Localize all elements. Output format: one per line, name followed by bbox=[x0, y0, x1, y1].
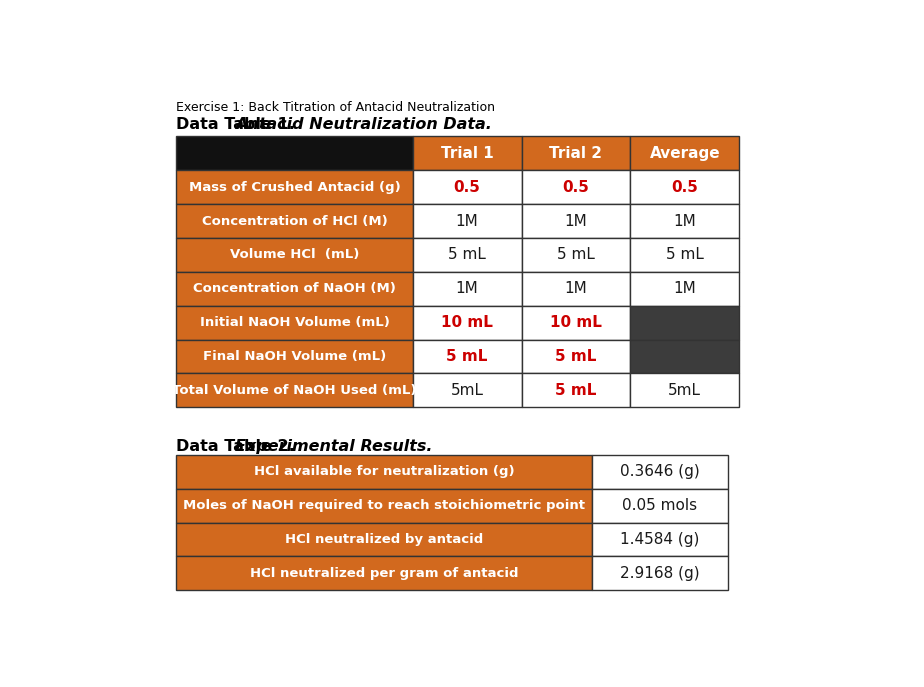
Text: 1M: 1M bbox=[565, 214, 588, 229]
Text: Final NaOH Volume (mL): Final NaOH Volume (mL) bbox=[203, 350, 386, 363]
Text: Concentration of NaOH (M): Concentration of NaOH (M) bbox=[193, 282, 396, 295]
FancyBboxPatch shape bbox=[521, 170, 630, 204]
Text: 5 mL: 5 mL bbox=[555, 349, 597, 364]
FancyBboxPatch shape bbox=[176, 374, 413, 407]
Text: 2.9168 (g): 2.9168 (g) bbox=[620, 566, 699, 581]
Text: Data Table 1.: Data Table 1. bbox=[176, 117, 295, 132]
FancyBboxPatch shape bbox=[521, 238, 630, 272]
FancyBboxPatch shape bbox=[176, 204, 413, 238]
Text: 1M: 1M bbox=[565, 281, 588, 296]
Text: Moles of NaOH required to reach stoichiometric point: Moles of NaOH required to reach stoichio… bbox=[183, 499, 585, 512]
Text: 10 mL: 10 mL bbox=[441, 315, 493, 330]
FancyBboxPatch shape bbox=[630, 272, 739, 306]
FancyBboxPatch shape bbox=[413, 272, 521, 306]
Text: HCl available for neutralization (g): HCl available for neutralization (g) bbox=[254, 465, 515, 478]
FancyBboxPatch shape bbox=[591, 488, 728, 523]
FancyBboxPatch shape bbox=[413, 306, 521, 339]
Text: Volume HCl  (mL): Volume HCl (mL) bbox=[230, 249, 359, 261]
Text: 5mL: 5mL bbox=[451, 383, 483, 398]
Text: Average: Average bbox=[650, 146, 720, 161]
FancyBboxPatch shape bbox=[176, 306, 413, 339]
Text: 1M: 1M bbox=[456, 281, 479, 296]
FancyBboxPatch shape bbox=[176, 238, 413, 272]
Text: 5 mL: 5 mL bbox=[557, 247, 595, 262]
FancyBboxPatch shape bbox=[521, 272, 630, 306]
Text: 10 mL: 10 mL bbox=[550, 315, 602, 330]
FancyBboxPatch shape bbox=[630, 374, 739, 407]
FancyBboxPatch shape bbox=[413, 374, 521, 407]
Text: Exercise 1: Back Titration of Antacid Neutralization: Exercise 1: Back Titration of Antacid Ne… bbox=[176, 101, 495, 114]
Text: Data Table 2.: Data Table 2. bbox=[176, 439, 295, 454]
Text: 0.3646 (g): 0.3646 (g) bbox=[620, 464, 699, 480]
FancyBboxPatch shape bbox=[521, 204, 630, 238]
FancyBboxPatch shape bbox=[413, 238, 521, 272]
Text: Concentration of HCl (M): Concentration of HCl (M) bbox=[201, 214, 387, 227]
FancyBboxPatch shape bbox=[521, 306, 630, 339]
FancyBboxPatch shape bbox=[176, 339, 413, 374]
Text: 1M: 1M bbox=[674, 281, 696, 296]
FancyBboxPatch shape bbox=[176, 137, 413, 170]
FancyBboxPatch shape bbox=[176, 556, 591, 590]
Text: 5 mL: 5 mL bbox=[446, 349, 488, 364]
FancyBboxPatch shape bbox=[630, 238, 739, 272]
Text: HCl neutralized per gram of antacid: HCl neutralized per gram of antacid bbox=[249, 567, 518, 580]
FancyBboxPatch shape bbox=[630, 204, 739, 238]
Text: 0.5: 0.5 bbox=[672, 180, 699, 194]
FancyBboxPatch shape bbox=[630, 170, 739, 204]
FancyBboxPatch shape bbox=[176, 170, 413, 204]
FancyBboxPatch shape bbox=[413, 339, 521, 374]
FancyBboxPatch shape bbox=[591, 556, 728, 590]
FancyBboxPatch shape bbox=[630, 339, 739, 374]
Text: 0.5: 0.5 bbox=[454, 180, 480, 194]
Text: 5 mL: 5 mL bbox=[448, 247, 486, 262]
FancyBboxPatch shape bbox=[176, 523, 591, 556]
Text: Total Volume of NaOH Used (mL): Total Volume of NaOH Used (mL) bbox=[172, 384, 417, 397]
Text: Mass of Crushed Antacid (g): Mass of Crushed Antacid (g) bbox=[188, 181, 400, 194]
Text: 1.4584 (g): 1.4584 (g) bbox=[620, 532, 699, 547]
Text: 5mL: 5mL bbox=[668, 383, 701, 398]
Text: Trial 2: Trial 2 bbox=[550, 146, 602, 161]
FancyBboxPatch shape bbox=[521, 339, 630, 374]
Text: Experimental Results.: Experimental Results. bbox=[235, 439, 432, 454]
FancyBboxPatch shape bbox=[413, 170, 521, 204]
FancyBboxPatch shape bbox=[521, 137, 630, 170]
Text: 5 mL: 5 mL bbox=[666, 247, 704, 262]
Text: Initial NaOH Volume (mL): Initial NaOH Volume (mL) bbox=[200, 316, 389, 329]
Text: 0.05 mols: 0.05 mols bbox=[622, 498, 698, 513]
Text: Antacid Neutralization Data.: Antacid Neutralization Data. bbox=[235, 117, 492, 132]
FancyBboxPatch shape bbox=[413, 204, 521, 238]
Text: Trial 1: Trial 1 bbox=[441, 146, 493, 161]
FancyBboxPatch shape bbox=[591, 523, 728, 556]
Text: 5 mL: 5 mL bbox=[555, 383, 597, 398]
Text: 1M: 1M bbox=[456, 214, 479, 229]
FancyBboxPatch shape bbox=[176, 455, 591, 488]
Text: 1M: 1M bbox=[674, 214, 696, 229]
FancyBboxPatch shape bbox=[176, 272, 413, 306]
FancyBboxPatch shape bbox=[521, 374, 630, 407]
FancyBboxPatch shape bbox=[413, 137, 521, 170]
FancyBboxPatch shape bbox=[630, 306, 739, 339]
Text: 0.5: 0.5 bbox=[563, 180, 590, 194]
FancyBboxPatch shape bbox=[176, 488, 591, 523]
FancyBboxPatch shape bbox=[630, 137, 739, 170]
FancyBboxPatch shape bbox=[591, 455, 728, 488]
Text: HCl neutralized by antacid: HCl neutralized by antacid bbox=[285, 533, 483, 546]
